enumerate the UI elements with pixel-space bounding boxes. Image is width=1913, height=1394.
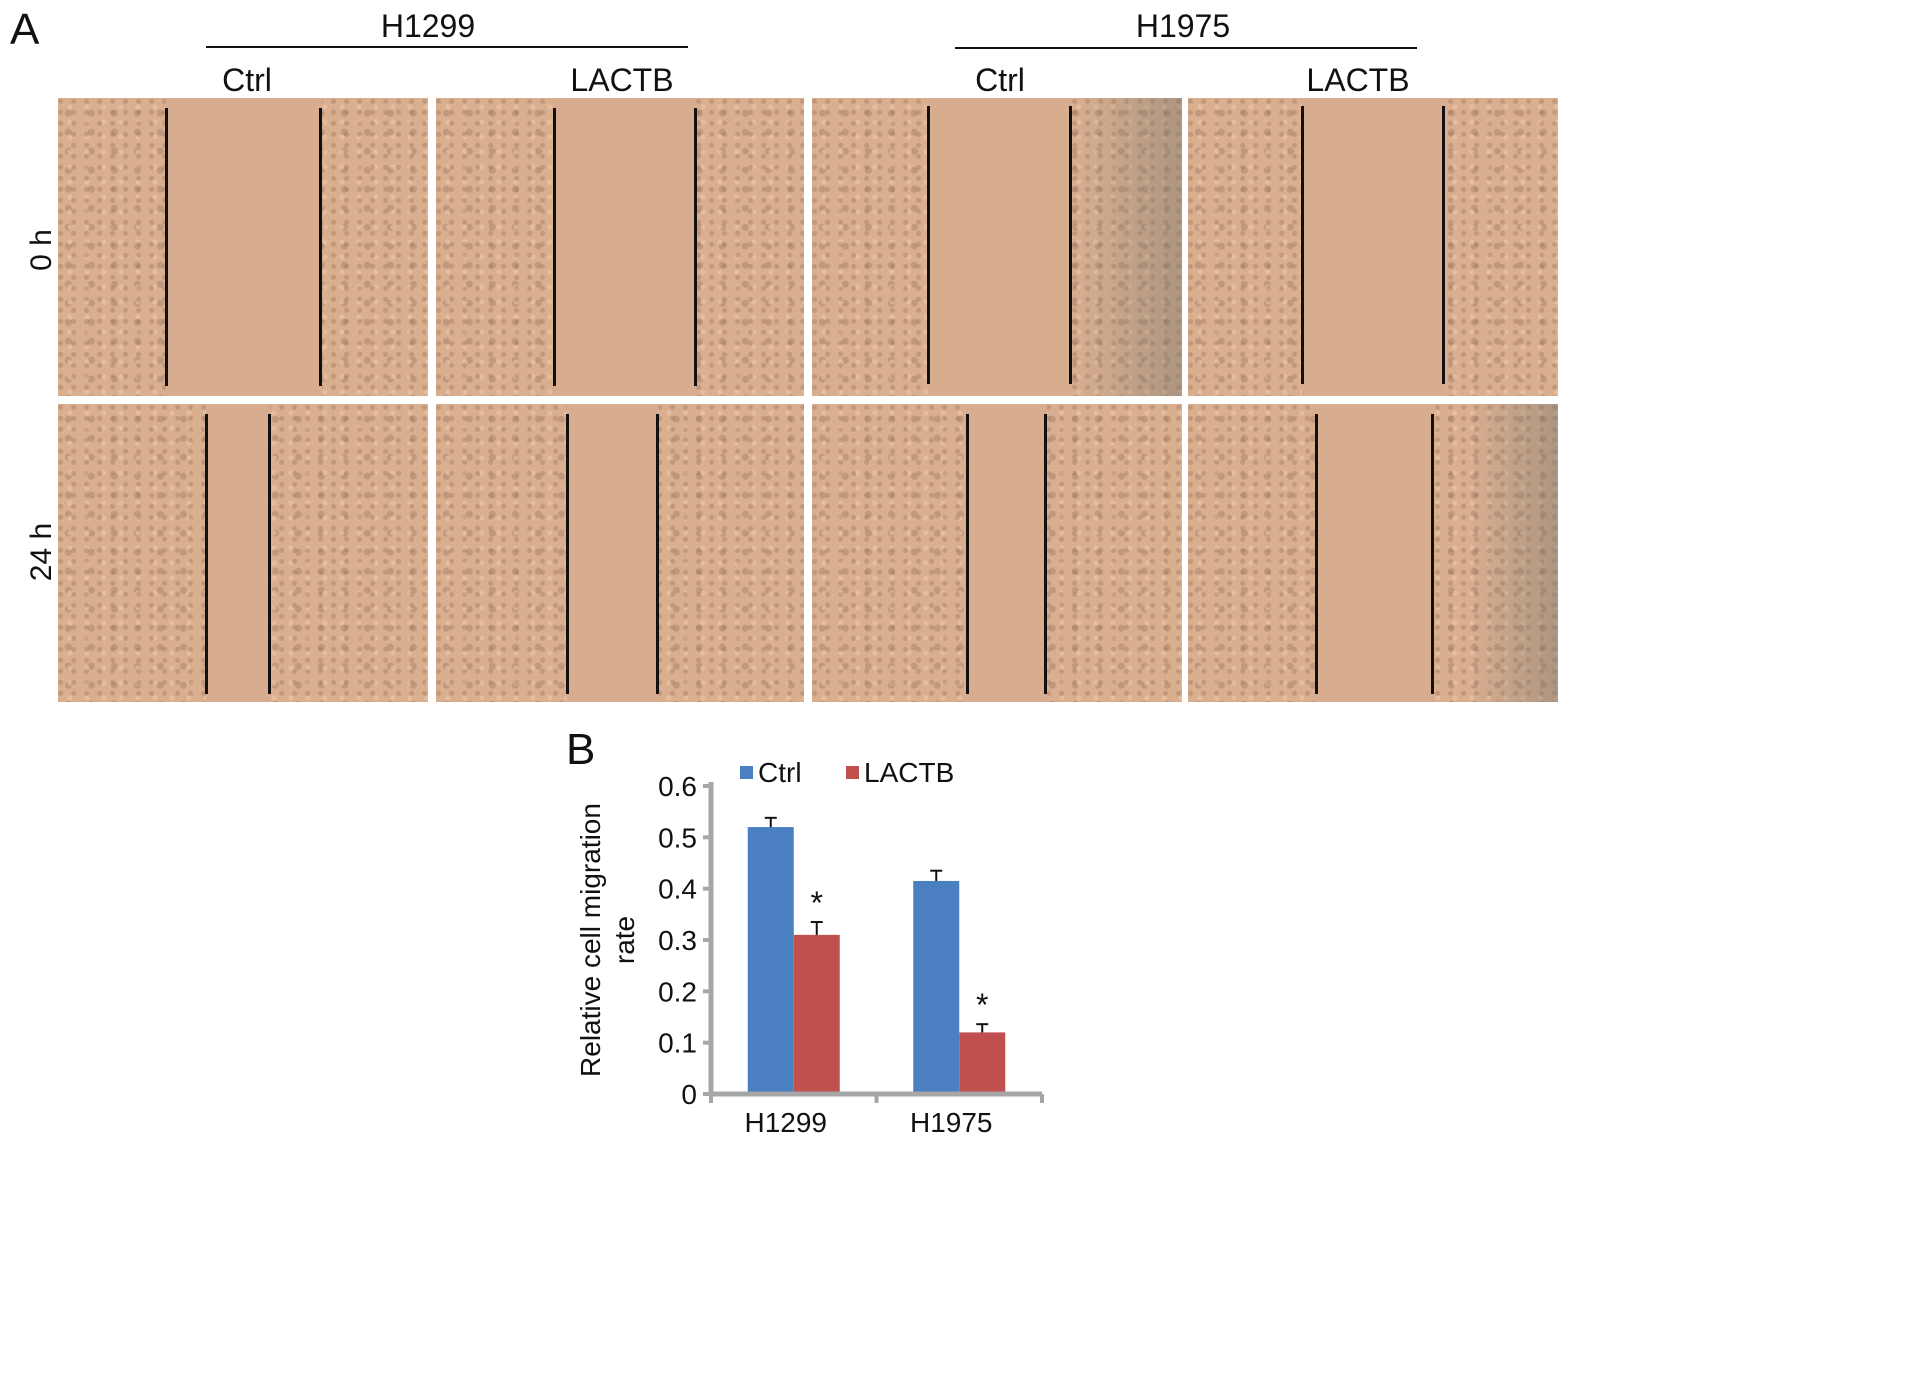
y-axis-label-line-1: Relative cell migration (575, 803, 606, 1077)
x-tick-label-h1975: H1975 (910, 1107, 993, 1138)
y-tick-label: 0.2 (658, 976, 697, 1007)
wound-edge-line (1044, 414, 1047, 694)
bar-h1975-lactb (959, 1032, 1006, 1094)
condition-label-h1975-lactb: LACTB (1306, 62, 1410, 98)
wound-edge-line (1069, 106, 1072, 384)
chart-legend: Ctrl LACTB (740, 757, 954, 788)
wound-edge-line (927, 106, 930, 384)
panel-a-letter: A (10, 5, 40, 54)
wound-image-h1299-ctrl-0h (58, 98, 428, 396)
wound-edge-line (1431, 414, 1434, 694)
y-axis-label: Relative cell migration rate (575, 803, 640, 1077)
wound-image-h1975-lactb-0h (1188, 98, 1558, 396)
group-underline-h1975 (955, 47, 1417, 49)
wound-image-h1975-lactb-24h (1188, 404, 1558, 702)
wound-image-h1299-lactb-24h (436, 404, 804, 702)
legend-label-lactb: LACTB (864, 757, 954, 788)
wound-edge-line (268, 414, 271, 694)
wound-edge-line (165, 108, 168, 386)
wound-edge-line (694, 108, 697, 386)
wound-edge-line (1315, 414, 1318, 694)
significance-star: * (976, 987, 988, 1023)
wound-edge-line (1442, 106, 1445, 384)
wound-edge-line (553, 108, 556, 386)
y-tick-label: 0.3 (658, 925, 697, 956)
wound-edge-line (205, 414, 208, 694)
condition-label-h1299-lactb: LACTB (570, 62, 674, 98)
y-tick-label: 0 (681, 1079, 697, 1110)
group-underline-h1299 (206, 46, 688, 48)
legend-label-ctrl: Ctrl (758, 757, 802, 788)
wound-edge-line (566, 414, 569, 694)
y-tick-label: 0.5 (658, 822, 697, 853)
panel-b-letter: B (566, 725, 596, 774)
wound-edge-line (1301, 106, 1304, 384)
legend-swatch-ctrl (740, 766, 753, 779)
y-axis-label-line-2: rate (609, 916, 640, 964)
y-tick-label: 0.4 (658, 874, 697, 905)
group-label-h1299: H1299 (380, 8, 476, 44)
bar-h1299-lactb (793, 934, 840, 1094)
condition-label-h1975-ctrl: Ctrl (975, 62, 1025, 98)
wound-edge-line (966, 414, 969, 694)
wound-edge-line (319, 108, 322, 386)
condition-label-h1299-ctrl: Ctrl (222, 62, 272, 98)
legend-swatch-lactb (846, 766, 859, 779)
wound-image-h1975-ctrl-24h (812, 404, 1182, 702)
bar-h1975-ctrl (913, 880, 960, 1094)
wound-image-h1299-lactb-0h (436, 98, 804, 396)
wound-image-h1299-ctrl-24h (58, 404, 428, 702)
bar-h1299-ctrl (747, 827, 794, 1094)
wound-edge-line (656, 414, 659, 694)
y-tick-label: 0.1 (658, 1028, 697, 1059)
group-label-h1975: H1975 (1135, 8, 1231, 44)
significance-star: * (811, 885, 823, 921)
x-tick-label-h1299: H1299 (744, 1107, 827, 1138)
wound-image-h1975-ctrl-0h (812, 98, 1182, 396)
y-tick-label: 0.6 (658, 771, 697, 802)
